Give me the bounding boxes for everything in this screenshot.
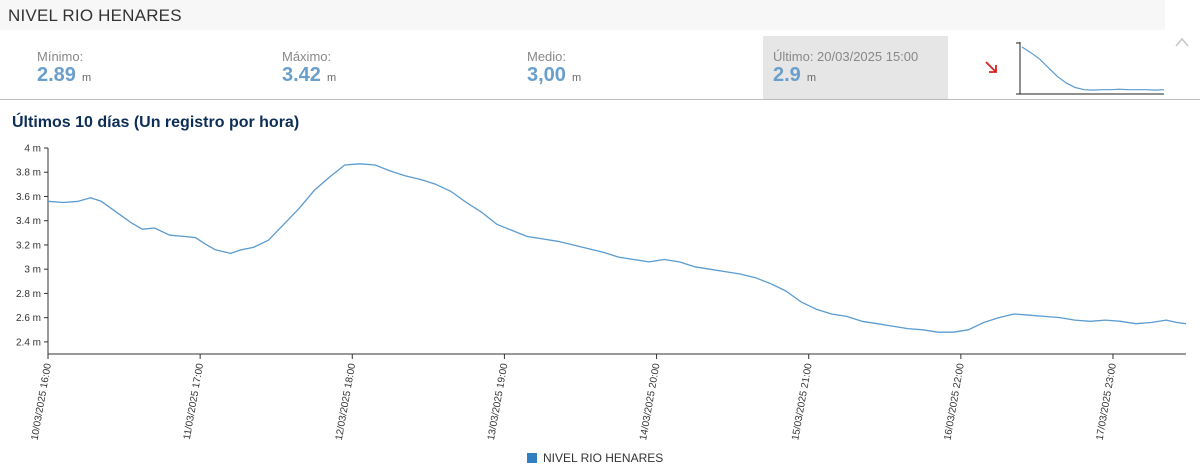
sparkline-chart (1016, 42, 1165, 95)
y-tick-label: 3.6 m (16, 192, 41, 203)
page-title: NIVEL RIO HENARES (8, 6, 182, 25)
x-tick-label: 17/03/2025 23:00 (1095, 362, 1119, 441)
stats-row: Mínimo: 2.89 m Máximo: 3.42 m Medio: 3,00 m… (0, 36, 1200, 99)
stat-average-value: 3,00 m (527, 64, 581, 87)
y-tick-label: 2.4 m (16, 337, 41, 348)
x-tick-label: 16/03/2025 22:00 (942, 362, 966, 441)
y-tick-label: 3.2 m (16, 240, 41, 251)
sparkline-line (1021, 46, 1165, 91)
y-tick-label: 2.6 m (16, 313, 41, 324)
legend-swatch (527, 453, 537, 463)
stat-maximum-value: 3.42 m (282, 64, 336, 87)
chart-legend[interactable]: NIVEL RIO HENARES (527, 450, 663, 466)
stat-minimum-value: 2.89 m (37, 64, 91, 87)
y-tick-label: 3 m (24, 265, 41, 276)
stat-average-number: 3,00 (527, 64, 566, 86)
stat-maximum-unit: m (326, 72, 337, 84)
arrow-down-right-icon (985, 61, 997, 73)
stat-average-label: Medio: (527, 49, 567, 64)
stat-maximum-number: 3.42 (282, 64, 321, 86)
x-tick-label: 12/03/2025 18:00 (334, 362, 358, 441)
legend-label: NIVEL RIO HENARES (543, 451, 664, 465)
stat-minimum: Mínimo: 2.89 m (0, 36, 245, 99)
series-line (47, 163, 1187, 333)
stat-latest-value: 2.9 m (773, 64, 816, 87)
stat-latest-unit: m (806, 72, 816, 84)
x-tick-label: 10/03/2025 16:00 (30, 362, 54, 441)
stat-minimum-number: 2.89 (37, 64, 76, 86)
stat-minimum-unit: m (81, 72, 92, 84)
water-level-line-chart: 2.4 m 2.6 m 2.8 m 3 m 3.2 m 3.4 m 3.6 m 3.8 m 4 … (16, 144, 1187, 441)
stat-latest-label: Último: 20/03/2025 15:00 (773, 49, 919, 64)
panel-header: NIVEL RIO HENARES (0, 0, 1165, 30)
stat-maximum-label: Máximo: (282, 49, 332, 64)
x-tick-label: 14/03/2025 20:00 (638, 362, 662, 441)
x-tick-label: 15/03/2025 21:00 (790, 362, 814, 441)
stat-maximum: Máximo: 3.42 m (245, 36, 490, 99)
chevron-up-icon[interactable] (1174, 36, 1190, 48)
y-tick-label: 3.4 m (16, 216, 41, 227)
x-tick-label: 13/03/2025 19:00 (486, 362, 510, 441)
y-tick-label: 4 m (24, 144, 41, 155)
x-tick-label: 11/03/2025 17:00 (182, 362, 206, 440)
stat-latest-number: 2.9 (773, 64, 801, 86)
chart-title: Últimos 10 días (Un registro por hora) (12, 114, 300, 131)
y-tick-label: 2.8 m (16, 289, 41, 300)
stat-latest: Último: 20/03/2025 15:00 2.9 m (763, 36, 948, 99)
stat-average-unit: m (571, 72, 582, 84)
y-tick-label: 3.8 m (16, 168, 41, 179)
stat-average: Medio: 3,00 m (490, 36, 735, 99)
stat-minimum-label: Mínimo: (37, 49, 84, 64)
divider (0, 99, 1200, 100)
